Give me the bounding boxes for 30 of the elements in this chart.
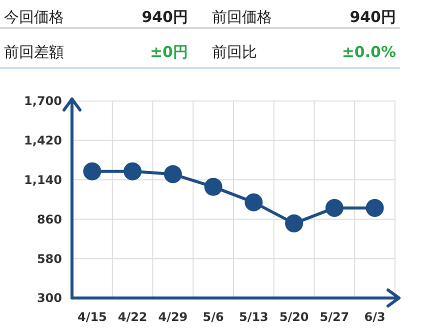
text: 今回価格 bbox=[4, 8, 64, 26]
x-tick-label: 6/3 bbox=[364, 310, 386, 324]
text: 940円 bbox=[142, 8, 188, 26]
point bbox=[124, 162, 142, 180]
x-tick-label: 4/22 bbox=[118, 310, 148, 324]
y-tick-label: 1,420 bbox=[24, 134, 62, 148]
text: ±0.0% bbox=[342, 43, 396, 61]
text: 940円 bbox=[350, 8, 396, 26]
x-tick-label: 4/15 bbox=[77, 310, 107, 324]
text: 前回比 bbox=[212, 43, 257, 61]
y-tick-label: 1,140 bbox=[24, 173, 62, 187]
point bbox=[204, 178, 222, 196]
y-tick-label: 580 bbox=[36, 252, 62, 266]
x-tick-label: 5/20 bbox=[279, 310, 309, 324]
y-tick-label: 300 bbox=[36, 291, 62, 306]
point bbox=[164, 165, 182, 184]
x-tick-label: 5/6 bbox=[202, 310, 224, 324]
point bbox=[366, 198, 384, 217]
point bbox=[83, 162, 102, 180]
x-tick-label: 5/13 bbox=[238, 310, 268, 324]
text: 前回価格 bbox=[212, 8, 272, 26]
point bbox=[325, 198, 344, 217]
point bbox=[244, 193, 263, 212]
x-tick-label: 4/29 bbox=[158, 310, 188, 324]
point bbox=[285, 214, 304, 232]
x-tick-label: 5/27 bbox=[320, 310, 350, 324]
text: ±0円 bbox=[150, 43, 188, 61]
text: 前回差額 bbox=[4, 43, 64, 61]
y-tick-label: 860 bbox=[36, 212, 62, 226]
y-tick-label: 1,700 bbox=[24, 94, 62, 108]
